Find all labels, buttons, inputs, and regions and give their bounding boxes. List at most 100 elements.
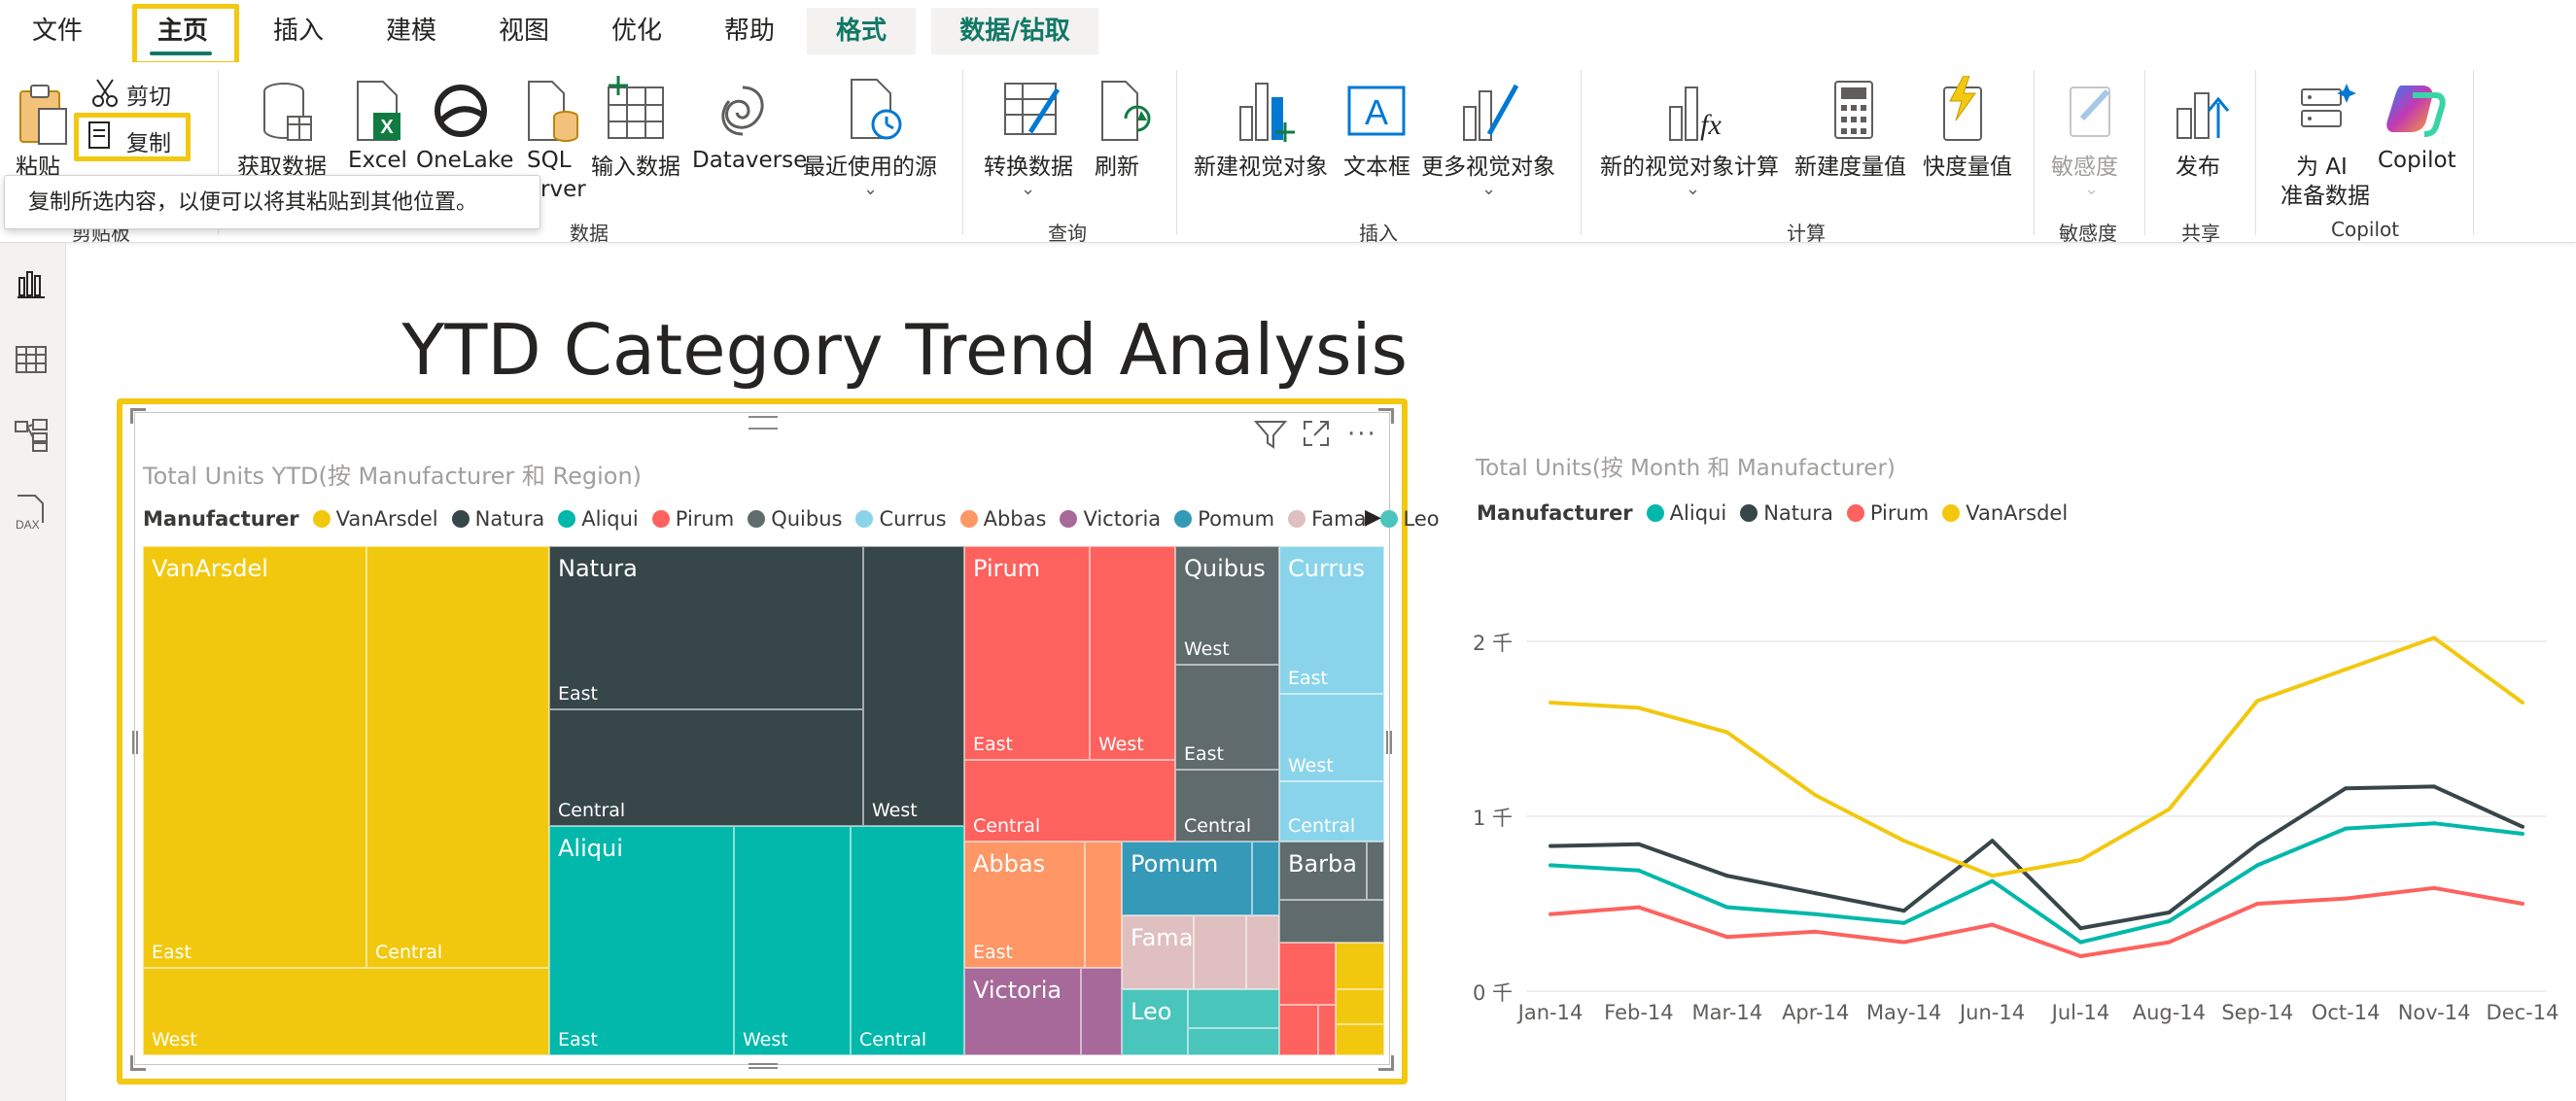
transform-data-label[interactable]: 转换数据 — [984, 155, 1073, 180]
legend-item[interactable]: Natura — [451, 507, 544, 531]
data-point[interactable] — [2255, 699, 2260, 704]
treemap-tile[interactable]: Abbas East — [964, 842, 1085, 968]
data-point[interactable] — [2521, 701, 2524, 705]
treemap-tile[interactable]: Pomum — [1122, 842, 1252, 915]
data-point[interactable] — [2521, 824, 2524, 829]
legend-item[interactable]: VanArsdel — [1942, 501, 2068, 525]
treemap-tile[interactable] — [1279, 943, 1336, 1005]
data-point[interactable] — [2167, 919, 2172, 923]
data-point[interactable] — [1901, 909, 1906, 913]
data-point[interactable] — [2255, 863, 2260, 868]
data-point[interactable] — [2521, 902, 2524, 906]
data-point[interactable] — [2078, 858, 2083, 862]
treemap-tile[interactable]: West — [1090, 546, 1175, 760]
dataverse-icon[interactable] — [714, 82, 772, 144]
resize-handle[interactable] — [1378, 408, 1394, 424]
copy-label[interactable]: 复制 — [126, 131, 171, 156]
data-point[interactable] — [2078, 954, 2083, 958]
data-point[interactable] — [1901, 920, 1906, 925]
new-visual-icon[interactable] — [1236, 78, 1295, 148]
data-point[interactable] — [2432, 885, 2437, 890]
treemap-tile[interactable]: Natura East — [549, 546, 863, 709]
sql-server-icon[interactable] — [525, 80, 579, 148]
treemap-tile[interactable]: West — [863, 546, 964, 826]
data-point[interactable] — [1549, 863, 1552, 868]
treemap-tile[interactable] — [1188, 989, 1279, 1028]
treemap-tile[interactable]: Aliqui East — [549, 826, 734, 1055]
chevron-down-icon[interactable]: ⌄ — [1686, 179, 1701, 199]
resize-handle[interactable] — [1378, 1055, 1394, 1071]
treemap-tile[interactable]: Currus East — [1279, 546, 1384, 694]
table-view-icon[interactable] — [14, 342, 49, 381]
data-point[interactable] — [2521, 832, 2524, 836]
treemap-tile[interactable]: Central — [549, 709, 863, 826]
treemap-tile[interactable] — [1336, 1024, 1384, 1055]
series-line-aliqui[interactable] — [1549, 821, 2524, 945]
data-point[interactable] — [2344, 826, 2349, 831]
textbox-icon[interactable]: A — [1345, 84, 1408, 142]
legend-item[interactable]: Leo — [1379, 507, 1440, 531]
resize-handle[interactable] — [130, 1055, 146, 1071]
data-point[interactable] — [2344, 896, 2349, 901]
treemap-tile[interactable]: East — [1175, 665, 1279, 770]
legend-item[interactable]: Quibus — [748, 507, 842, 531]
tab-data-drill[interactable]: 数据/钻取 — [931, 8, 1098, 54]
data-point[interactable] — [2344, 667, 2349, 671]
treemap-tile[interactable]: Pirum East — [964, 546, 1090, 760]
recent-sources-icon[interactable] — [848, 78, 906, 148]
legend-item[interactable]: Pomum — [1174, 507, 1274, 531]
more-visuals-icon[interactable] — [1460, 78, 1520, 146]
series-line-natura[interactable] — [1549, 784, 2524, 931]
treemap-tile[interactable]: Quibus West — [1175, 546, 1279, 665]
resize-handle[interactable] — [748, 1063, 778, 1069]
onelake-label[interactable]: OneLake — [416, 148, 514, 173]
treemap-tile[interactable] — [1367, 842, 1384, 900]
tab-help[interactable]: 帮助 — [723, 17, 775, 46]
data-point[interactable] — [2078, 940, 2083, 945]
data-point[interactable] — [1813, 912, 1818, 916]
quick-measure-icon[interactable] — [1936, 75, 1991, 146]
data-point[interactable] — [2255, 842, 2260, 846]
data-point[interactable] — [1990, 878, 1995, 883]
legend-item[interactable]: Fama — [1288, 507, 1367, 531]
database-icon[interactable] — [261, 82, 313, 148]
excel-label[interactable]: Excel — [348, 148, 407, 173]
legend-next-arrow-icon[interactable]: ▶ — [1365, 505, 1381, 530]
refresh-icon[interactable] — [1098, 80, 1153, 148]
treemap-tile[interactable] — [1194, 915, 1246, 989]
publish-label[interactable]: 发布 — [2176, 155, 2220, 180]
resize-handle[interactable] — [130, 408, 146, 424]
treemap-tile[interactable]: Central — [366, 546, 549, 968]
prepare-ai-label[interactable]: 为 AI — [2296, 155, 2348, 180]
treemap-tile[interactable] — [1279, 1005, 1318, 1055]
data-point[interactable] — [2255, 902, 2260, 906]
enter-data-label[interactable]: 输入数据 — [591, 155, 680, 180]
treemap-tile[interactable] — [1336, 989, 1384, 1024]
treemap-tile[interactable]: Victoria — [964, 968, 1081, 1055]
chevron-down-icon[interactable]: ⌄ — [1481, 179, 1497, 199]
refresh-label[interactable]: 刷新 — [1095, 155, 1139, 180]
legend-item[interactable]: Aliqui — [558, 507, 639, 531]
legend-item[interactable]: Victoria — [1060, 507, 1161, 531]
data-point[interactable] — [1724, 874, 1729, 878]
dax-query-view-icon[interactable]: DAX — [12, 494, 51, 536]
data-point[interactable] — [2432, 821, 2437, 826]
data-point[interactable] — [1636, 905, 1641, 910]
visual-calc-label[interactable]: 新的视觉对象计算 — [1600, 155, 1779, 180]
treemap-tile[interactable]: Fama — [1122, 915, 1194, 989]
treemap-tile[interactable]: Central — [1279, 781, 1384, 842]
more-visuals-label[interactable]: 更多视觉对象 — [1421, 155, 1555, 180]
data-point[interactable] — [1549, 843, 1552, 848]
data-point[interactable] — [1724, 730, 1729, 735]
data-point[interactable] — [1724, 935, 1729, 940]
tab-view[interactable]: 视图 — [498, 17, 549, 46]
excel-icon[interactable]: X — [352, 80, 406, 148]
data-point[interactable] — [2432, 636, 2437, 640]
treemap-tile[interactable] — [1279, 900, 1384, 943]
tab-insert[interactable]: 插入 — [272, 17, 324, 46]
treemap-tile[interactable]: West — [143, 968, 549, 1055]
data-point[interactable] — [1990, 922, 1995, 927]
sql-label-2[interactable]: rver — [540, 177, 586, 202]
data-point[interactable] — [1813, 793, 1818, 798]
tab-modeling[interactable]: 建模 — [385, 17, 436, 46]
